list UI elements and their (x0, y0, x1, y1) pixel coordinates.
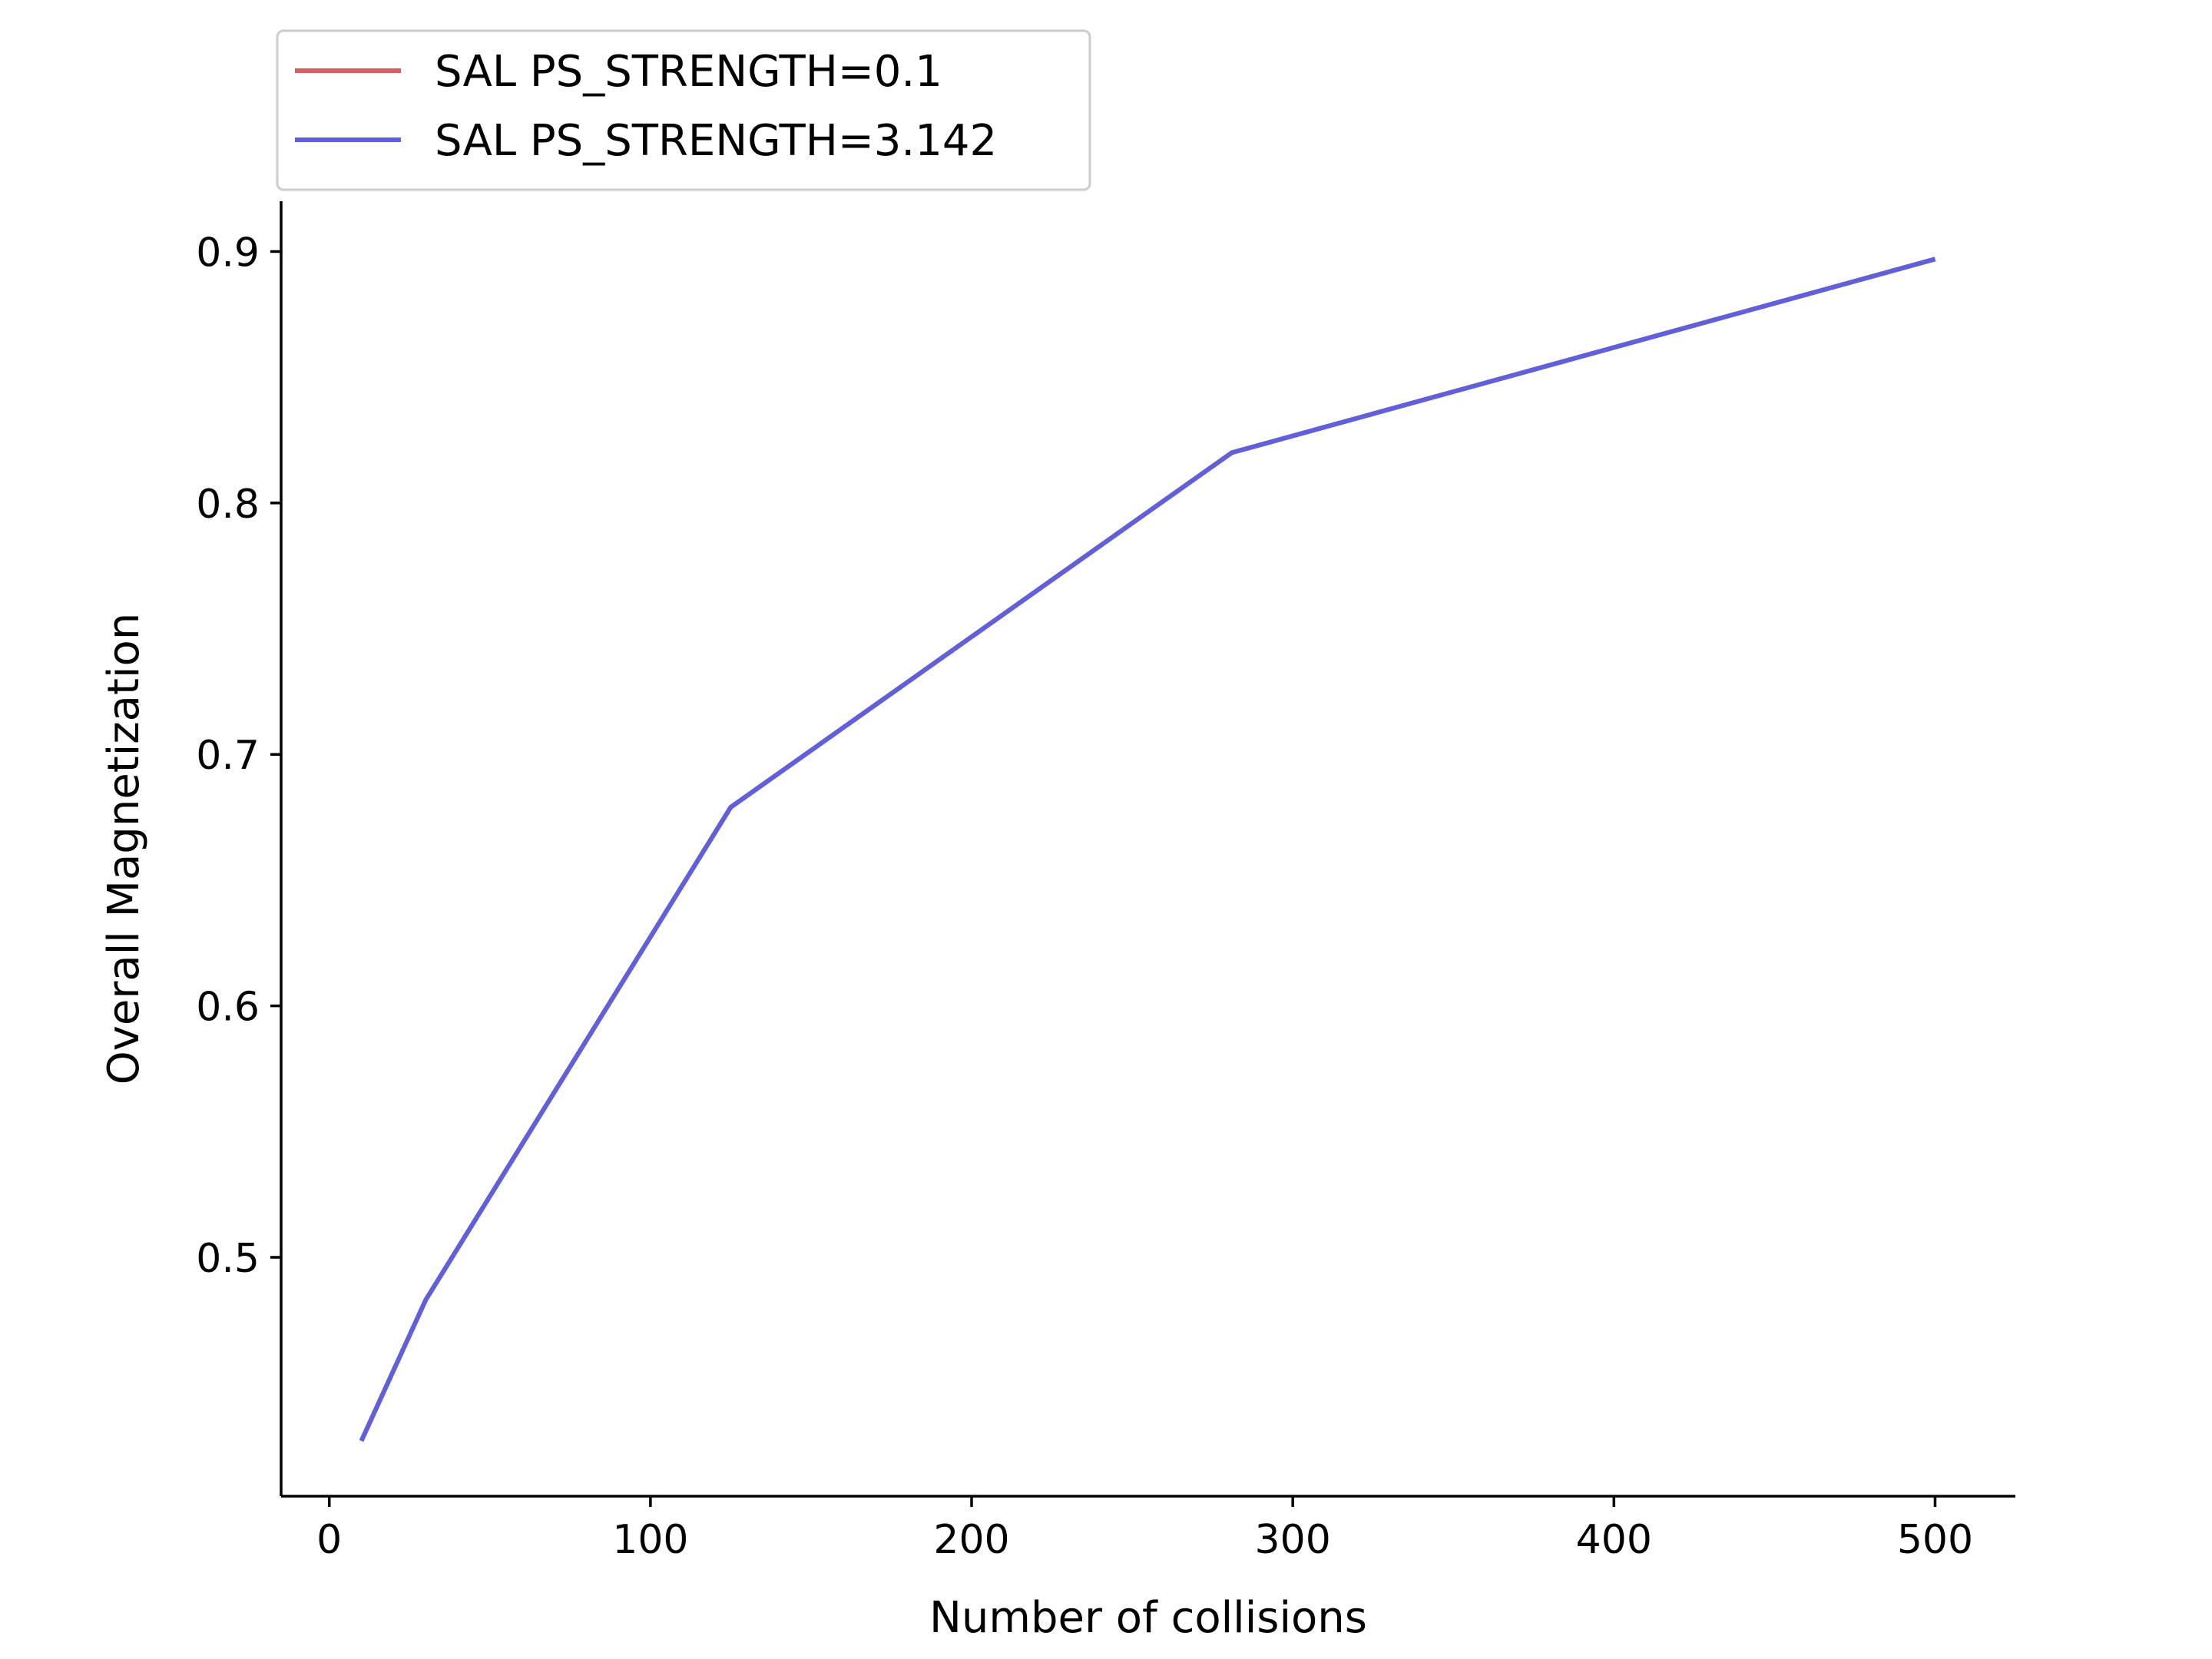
y-tick-label: 0.7 (196, 733, 260, 779)
legend-box (276, 29, 1091, 191)
x-tick-label: 0 (316, 1517, 342, 1563)
x-tick-label: 300 (1255, 1517, 1331, 1563)
x-axis-ticks: 0 100 200 300 400 500 (316, 1496, 1973, 1563)
series-line-2 (359, 257, 1936, 1442)
y-axis-ticks: 0.5 0.6 0.7 0.8 0.9 (196, 230, 281, 1282)
legend-label-1: SAL PS_STRENGTH=0.1 (435, 47, 942, 97)
x-axis-label: Number of collisions (929, 1593, 1367, 1643)
y-tick-label: 0.9 (196, 230, 260, 276)
x-tick-label: 200 (933, 1517, 1009, 1563)
legend: SAL PS_STRENGTH=0.1 SAL PS_STRENGTH=3.142 (276, 29, 1091, 191)
series-line-1 (359, 257, 1936, 1442)
axes (280, 201, 2015, 1498)
y-tick-label: 0.8 (196, 482, 260, 528)
y-axis-label: Overall Magnetization (99, 613, 149, 1085)
y-tick-label: 0.6 (196, 985, 260, 1031)
y-tick-label: 0.5 (196, 1236, 260, 1282)
x-tick-label: 100 (612, 1517, 688, 1563)
series-lines (359, 257, 1936, 1442)
x-tick-label: 500 (1897, 1517, 1973, 1563)
x-tick-label: 400 (1576, 1517, 1652, 1563)
legend-label-2: SAL PS_STRENGTH=3.142 (435, 116, 997, 166)
